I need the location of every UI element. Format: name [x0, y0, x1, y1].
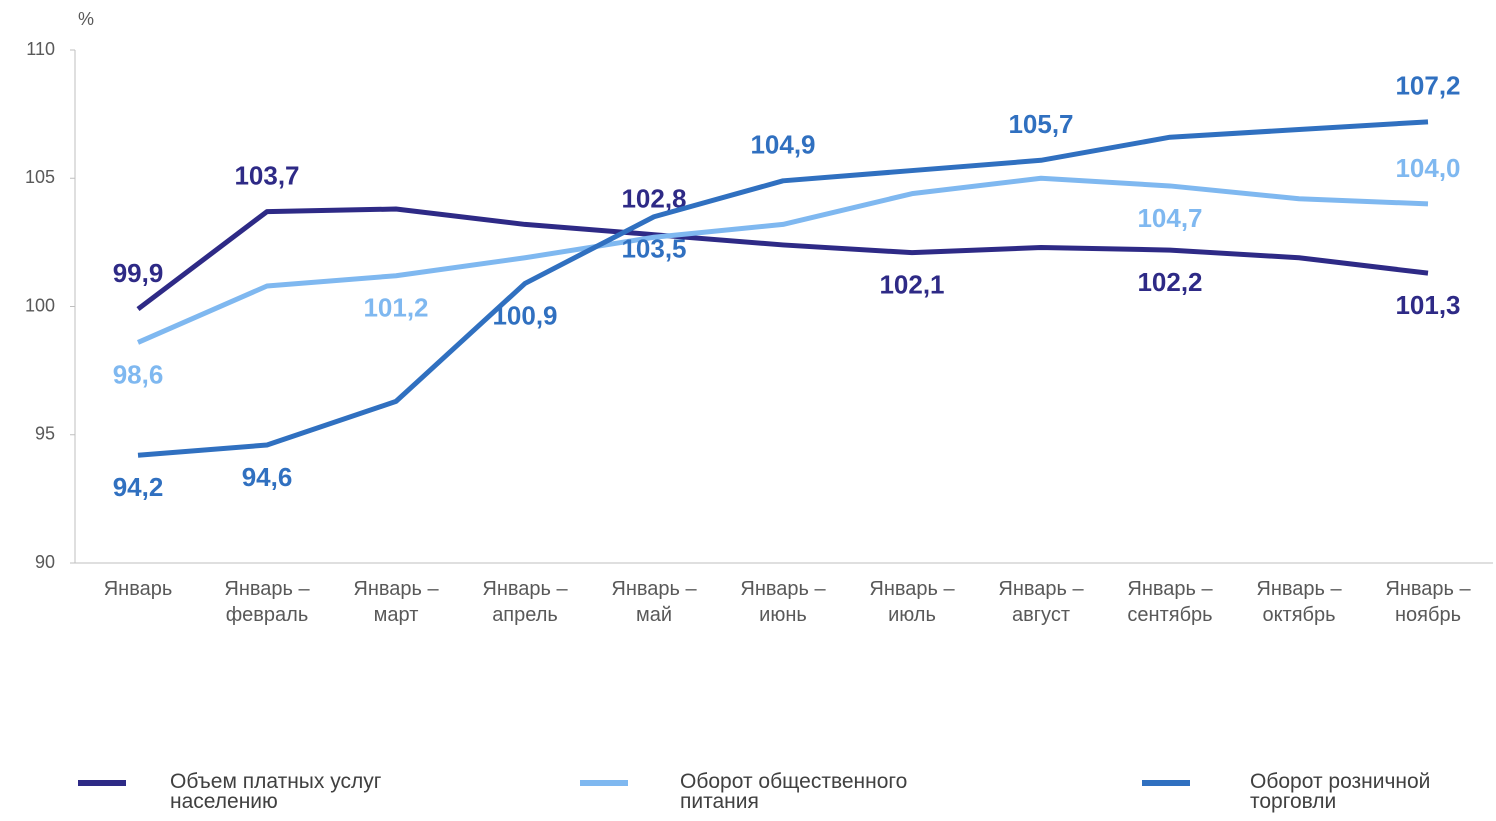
value-label: 101,3 [1395, 290, 1460, 320]
x-tick-label: Январь – октябрь [1256, 578, 1342, 626]
value-label: 107,2 [1395, 71, 1460, 101]
value-label: 105,7 [1008, 109, 1073, 139]
x-tick-label: Январь – апрель [482, 578, 568, 626]
x-tick-label: Январь – февраль [224, 578, 310, 626]
x-tick-label: Январь – август [998, 578, 1084, 626]
value-label: 98,6 [113, 359, 164, 389]
y-tick-label: 110 [26, 39, 55, 59]
value-label: 104,9 [750, 130, 815, 160]
x-tick-label: Январь – июнь [740, 578, 826, 626]
legend-swatch [580, 780, 628, 786]
value-label: 94,6 [242, 462, 293, 492]
y-tick-label: 95 [35, 424, 55, 444]
x-tick-label: Январь – ноябрь [1385, 578, 1471, 626]
value-label: 103,5 [621, 234, 686, 264]
value-label: 100,9 [492, 300, 557, 330]
value-label: 104,0 [1395, 153, 1460, 183]
value-label: 103,7 [234, 160, 299, 190]
legend-swatch [78, 780, 126, 786]
value-label: 101,2 [363, 293, 428, 323]
x-tick-label: Январь – сентябрь [1127, 578, 1213, 626]
series-line [137, 119, 1429, 458]
value-label: 99,9 [113, 258, 164, 288]
x-tick-label: Январь [103, 578, 173, 600]
value-label: 102,1 [879, 270, 944, 300]
series-line [136, 175, 1429, 345]
legend-label: Объем платных услуг населению [170, 770, 382, 813]
value-label: 94,2 [113, 472, 164, 502]
y-tick-label: 90 [35, 552, 55, 572]
value-label: 104,7 [1137, 203, 1202, 233]
y-unit: % [78, 9, 94, 29]
x-tick-label: Январь – март [353, 578, 439, 626]
x-tick-label: Январь – май [611, 578, 697, 626]
series-line [136, 206, 1429, 312]
legend-label: Оборот розничной торговли [1250, 770, 1431, 813]
value-label: 102,2 [1137, 267, 1202, 297]
legend-swatch [1142, 780, 1190, 786]
legend-label: Оборот общественного питания [680, 770, 908, 813]
x-tick-label: Январь – июль [869, 578, 955, 626]
y-tick-label: 105 [25, 167, 55, 187]
y-tick-label: 100 [25, 295, 55, 315]
